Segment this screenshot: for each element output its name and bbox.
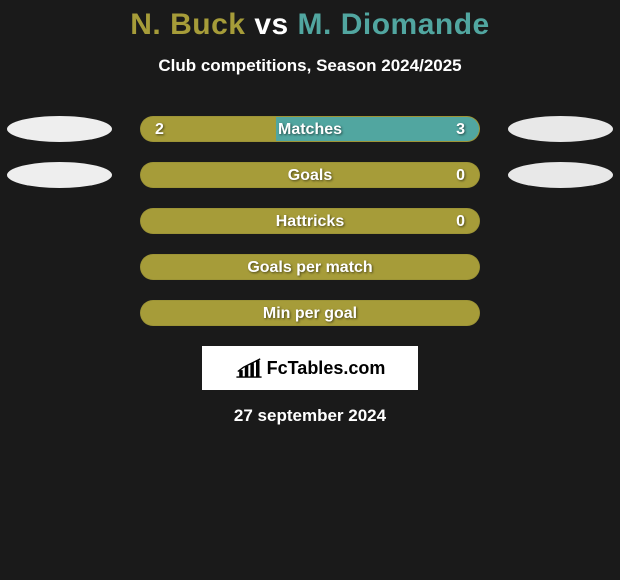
club-badge-right	[508, 254, 613, 280]
title-vs: vs	[254, 8, 288, 41]
stat-label: Goals	[141, 163, 479, 188]
source-logo: FcTables.com	[202, 346, 418, 390]
club-badge-left	[7, 162, 112, 188]
stat-label: Matches	[141, 117, 479, 142]
bar-chart-icon	[235, 357, 263, 379]
date-text: 27 september 2024	[0, 406, 620, 426]
stat-row: Min per goal	[0, 300, 620, 326]
stat-bar: Min per goal	[140, 300, 480, 326]
club-badge-left	[7, 300, 112, 326]
stat-bar: 0Hattricks	[140, 208, 480, 234]
stat-label: Min per goal	[141, 301, 479, 326]
stat-row: 0Hattricks	[0, 208, 620, 234]
stat-label: Hattricks	[141, 209, 479, 234]
stat-bar: 23Matches	[140, 116, 480, 142]
club-badge-right	[508, 300, 613, 326]
club-badge-left	[7, 208, 112, 234]
stat-row: 23Matches	[0, 116, 620, 142]
club-badge-right	[508, 116, 613, 142]
stat-row: 0Goals	[0, 162, 620, 188]
stat-label: Goals per match	[141, 255, 479, 280]
stat-row: Goals per match	[0, 254, 620, 280]
club-badge-right	[508, 162, 613, 188]
title-player1: N. Buck	[130, 8, 245, 41]
logo-text: FcTables.com	[267, 358, 386, 379]
club-badge-left	[7, 254, 112, 280]
club-badge-right	[508, 208, 613, 234]
page-title: N. Buck vs M. Diomande	[0, 8, 620, 42]
comparison-infographic: N. Buck vs M. Diomande Club competitions…	[0, 0, 620, 580]
stat-rows: 23Matches 0Goals 0Hattricks Goals per match…	[0, 116, 620, 326]
stat-bar: Goals per match	[140, 254, 480, 280]
title-player2: M. Diomande	[298, 8, 490, 41]
subtitle: Club competitions, Season 2024/2025	[0, 56, 620, 76]
stat-bar: 0Goals	[140, 162, 480, 188]
club-badge-left	[7, 116, 112, 142]
